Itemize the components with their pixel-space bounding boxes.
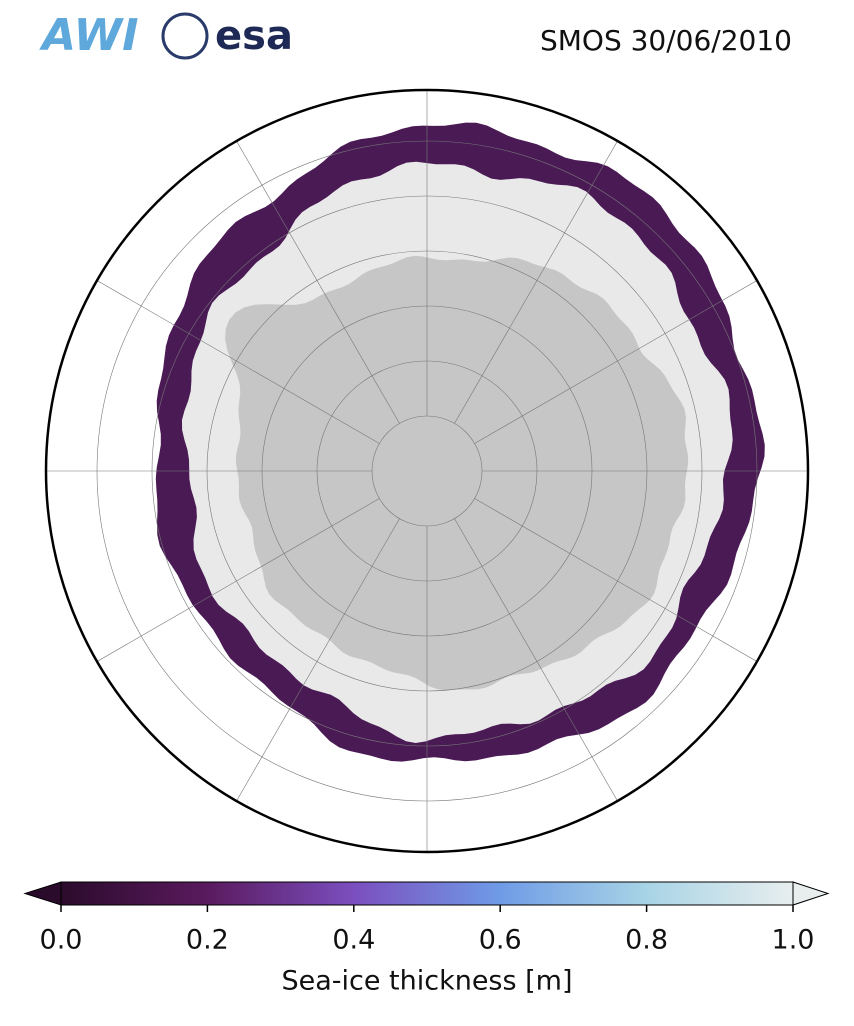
colorbar-tick-label: 0.2 [186,925,229,956]
awi-logo: AWI [39,10,139,61]
colorbar-tick-label: 0.0 [40,925,83,956]
meridian [80,498,380,672]
colorbar-label: Sea-ice thickness [m] [281,966,572,997]
map-border [44,88,810,854]
meridian [454,518,628,818]
map [46,90,808,852]
meridian [226,124,400,424]
colorbar-extend-low [23,881,62,906]
graticule [46,90,808,852]
colorbar: 0.0 0.2 0.4 0.6 0.8 1.0 [23,881,830,956]
meridian [474,270,774,444]
colorbar-tick-label: 1.0 [772,925,815,956]
meridian [226,518,400,818]
colorbar-gradient [60,881,794,906]
meridian [80,270,380,444]
esa-logo: esa [215,13,293,59]
colorbar-tick-label: 0.6 [479,925,522,956]
colorbar-tick-label: 0.8 [625,925,668,956]
meridian [474,498,774,672]
antarctica [225,255,689,691]
map-title: SMOS 30/06/2010 [540,24,792,57]
esa-logo-mark [161,12,209,60]
colorbar-tick-label: 0.4 [332,925,375,956]
colorbar-extend-high [792,881,830,906]
meridian [454,124,628,424]
